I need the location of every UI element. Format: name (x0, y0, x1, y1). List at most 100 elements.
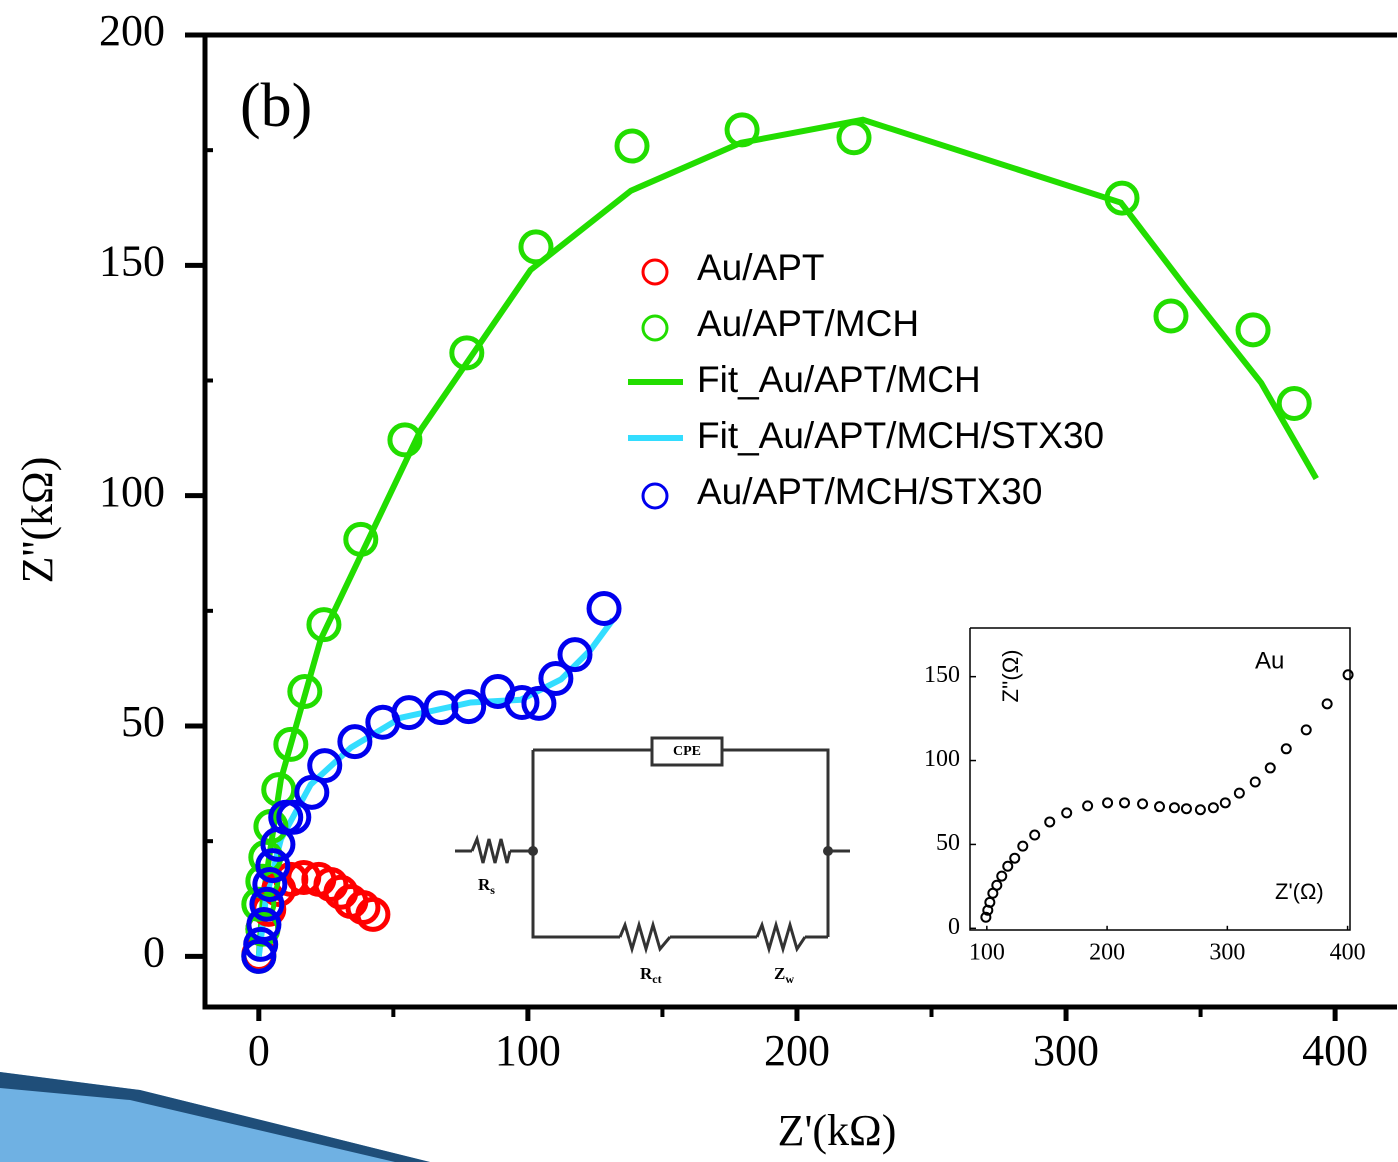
data-point (1280, 743, 1292, 755)
x-axis-label: Z'(kΩ) (778, 1106, 897, 1155)
data-point (1249, 776, 1261, 788)
circuit-diagram: CPE Rs Rct Zw (455, 736, 850, 986)
zw-sub: w (785, 972, 794, 986)
fit-line (255, 116, 1319, 957)
data-point (1102, 797, 1114, 809)
data-point (1154, 801, 1166, 813)
data-point (276, 799, 312, 835)
y-tick-label: 0 (143, 927, 165, 976)
data-point (518, 229, 554, 265)
data-point (1180, 803, 1192, 815)
rs-label: Rs (478, 875, 495, 897)
data-point (449, 335, 485, 371)
x-tick-label: 400 (1302, 1026, 1368, 1075)
plot: 0 50 100 150 100 200 300 400 (924, 627, 1366, 966)
inset-annotation: Au (1255, 647, 1284, 674)
data-point (1153, 298, 1189, 334)
data-point (1119, 797, 1131, 809)
y-tick-label: 100 (99, 467, 165, 516)
data-point (1342, 669, 1354, 681)
x-tick-label: 100 (969, 940, 1005, 966)
data-point (1264, 762, 1276, 774)
legend-label: Fit_Au/APT/MCH (697, 359, 981, 400)
data-point (391, 695, 427, 731)
inset-y-label: Z''(Ω) (998, 650, 1023, 703)
data-point (249, 886, 285, 922)
panel-label: (b) (240, 72, 312, 140)
axis-frame (202, 32, 1397, 1010)
cpe-label: CPE (673, 744, 701, 759)
data-point (1235, 312, 1271, 348)
rs-main: R (478, 875, 491, 894)
data-point (586, 591, 622, 627)
y-axis-label: Z''(kΩ) (13, 457, 62, 584)
y-tick-label: 0 (948, 914, 960, 940)
rct-label: Rct (640, 964, 662, 986)
axis-frame (969, 627, 1351, 931)
x-tick-label: 400 (1330, 940, 1366, 966)
data-point (557, 637, 593, 673)
x-tick-label: 200 (764, 1026, 830, 1075)
data-point (1082, 800, 1094, 812)
data-point (1321, 698, 1333, 710)
data-point (504, 685, 540, 721)
legend-marker (641, 258, 669, 286)
legend-label: Fit_Au/APT/MCH/STX30 (697, 415, 1104, 456)
x-tick-label: 200 (1089, 940, 1125, 966)
data-point (1044, 816, 1056, 828)
data-point (1207, 802, 1219, 814)
data-point (1009, 852, 1021, 864)
y-tick-label: 50 (121, 697, 165, 746)
data-point (1029, 829, 1041, 841)
data-point (306, 607, 342, 643)
data-point (724, 112, 760, 148)
legend-marker (641, 482, 669, 510)
y-tick-label: 150 (99, 236, 165, 285)
data-point (343, 521, 379, 557)
data-point (980, 911, 992, 923)
data-point (1017, 840, 1029, 852)
x-tick-label: 300 (1033, 1026, 1099, 1075)
inset-background (970, 628, 1350, 930)
zw-label: Zw (774, 964, 794, 986)
rs-sub: s (490, 883, 495, 897)
data-point (1168, 802, 1180, 814)
legend-label: Au/APT/MCH/STX30 (697, 471, 1042, 512)
data-point (451, 689, 487, 725)
data-point (307, 748, 343, 784)
legend-marker (641, 314, 669, 342)
x-tick-label: 300 (1209, 940, 1245, 966)
plot: 0 50 100 150 200 0 100 200 300 400 (99, 6, 1397, 1075)
data-point (1061, 807, 1073, 819)
data-point (246, 907, 282, 943)
data-point (287, 673, 323, 709)
data-point (255, 848, 291, 884)
data-point (1104, 180, 1140, 216)
rct-sub: ct (652, 972, 661, 986)
legend-label: Au/APT (697, 247, 825, 288)
data-point (241, 938, 277, 974)
y-tick-label: 150 (924, 662, 960, 688)
data-point (313, 866, 349, 902)
data-point (252, 866, 288, 902)
data-point (1233, 787, 1245, 799)
data-point (1276, 386, 1312, 422)
data-point (991, 879, 1003, 891)
data-point (387, 422, 423, 458)
inset-x-label: Z'(Ω) (1275, 879, 1324, 904)
data-point (355, 896, 391, 932)
data-point (1300, 724, 1312, 736)
x-tick-label: 0 (248, 1026, 270, 1075)
rct-main: R (640, 964, 653, 983)
y-tick-label: 100 (924, 746, 960, 772)
data-point (836, 120, 872, 156)
legend-label: Au/APT/MCH (697, 303, 919, 344)
data-point (614, 128, 650, 164)
data-point (273, 726, 309, 762)
data-point (243, 926, 279, 962)
data-point (1219, 797, 1231, 809)
data-point (538, 661, 574, 697)
data-point (1002, 860, 1014, 872)
data-point (996, 870, 1008, 882)
